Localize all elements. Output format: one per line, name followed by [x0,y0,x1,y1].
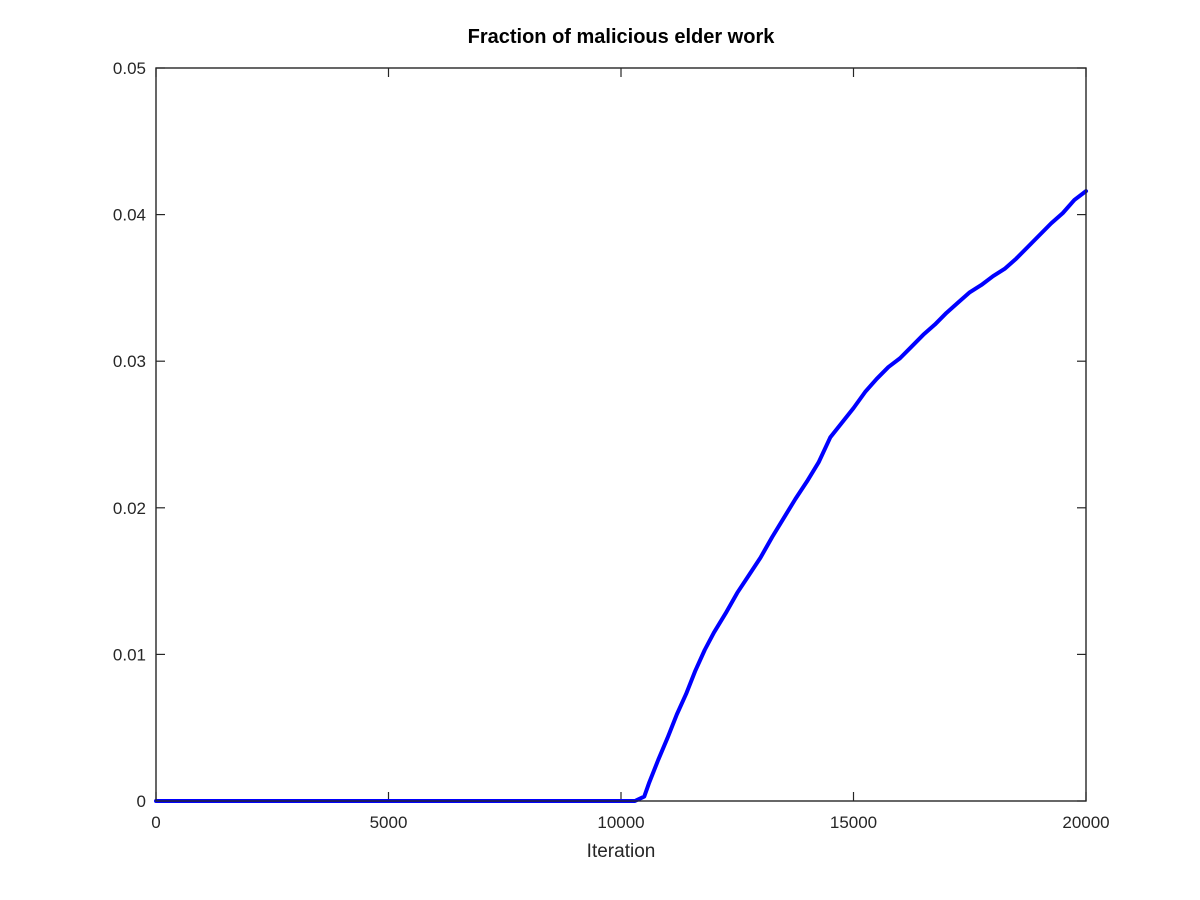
tick-labels: 0 5000 10000 15000 20000 0 0.01 0.02 0.03 0.04 0.0… [113,59,1110,832]
x-tick-label: 20000 [1062,813,1109,832]
data-series [154,189,1088,803]
y-tick-label: 0.04 [113,206,146,225]
axes-box [155,67,1087,802]
x-tick-label: 5000 [370,813,408,832]
y-tick-label: 0.03 [113,352,146,371]
plot-area [156,68,1086,801]
x-tick-label: 0 [151,813,160,832]
chart-title: Fraction of malicious elder work [468,26,776,48]
x-axis-label: Iteration [587,841,656,862]
y-tick-label: 0 [137,792,146,811]
series-line [154,189,1088,803]
x-tick-label: 10000 [597,813,644,832]
y-tick-label: 0.01 [113,645,146,664]
y-tick-label: 0.02 [113,499,146,518]
y-tick-label: 0.05 [113,59,146,78]
x-tick-label: 15000 [830,813,877,832]
